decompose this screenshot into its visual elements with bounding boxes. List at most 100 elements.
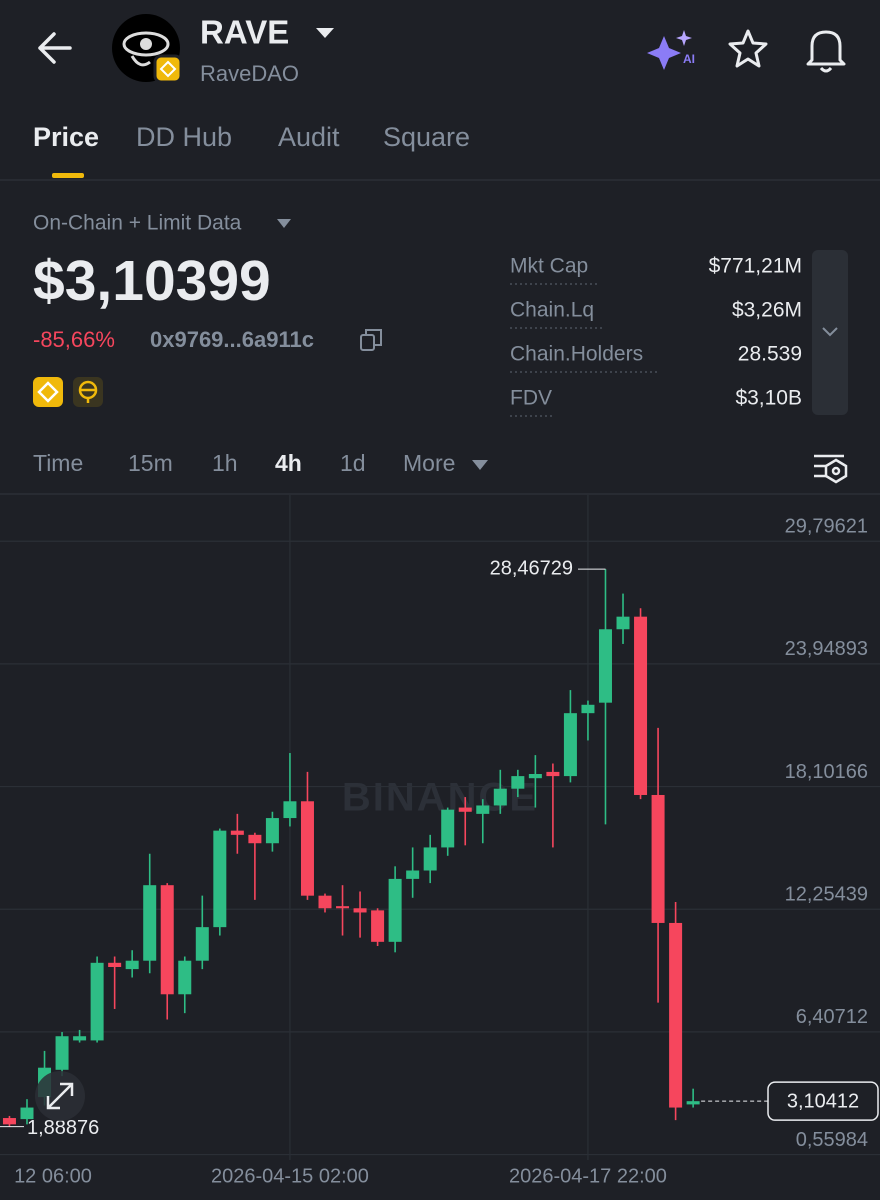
token-project: RaveDAO xyxy=(200,61,299,86)
y-tick-label: 29,79621 xyxy=(785,516,868,538)
last-price-box xyxy=(767,1081,879,1121)
candle-body xyxy=(651,794,665,923)
candle-body xyxy=(616,616,630,630)
svg-text:AI: AI xyxy=(683,52,695,66)
candle-body xyxy=(20,1107,34,1120)
stats-expand[interactable] xyxy=(812,250,848,415)
candle-body xyxy=(318,895,332,909)
candle-body xyxy=(598,629,612,703)
tab[interactable]: Square xyxy=(383,122,470,152)
candle-body xyxy=(2,1118,16,1125)
candle-body xyxy=(195,927,209,961)
stat-label: FDV xyxy=(510,387,552,410)
candle-body xyxy=(581,704,595,714)
more-dropdown[interactable] xyxy=(472,460,488,470)
candle-body xyxy=(458,807,472,812)
candle-body xyxy=(336,906,350,909)
fullscreen-button[interactable] xyxy=(35,1071,85,1121)
candle-body xyxy=(669,922,683,1108)
y-tick-label: 18,10166 xyxy=(785,761,868,783)
candle-body xyxy=(55,1036,69,1070)
candle-body xyxy=(143,885,157,961)
tab-bar: Price DD Hub Audit Square xyxy=(33,122,470,152)
y-tick-label: 23,94893 xyxy=(785,638,868,660)
stat-value: $771,21M xyxy=(709,255,802,278)
price: $3,10399 xyxy=(33,249,271,313)
audit-badge xyxy=(73,377,103,407)
candle-body xyxy=(108,962,122,968)
token-dropdown[interactable] xyxy=(316,28,334,38)
interval-option[interactable]: More xyxy=(403,450,455,476)
candle-body xyxy=(160,885,174,995)
candle-body xyxy=(511,776,525,789)
candle-body xyxy=(634,616,648,795)
stats-panel: Mkt Cap $771,21M Chain.Lq $3,26M Chain.Holde… xyxy=(510,255,802,417)
candle-body xyxy=(528,774,542,779)
stat-label: Mkt Cap xyxy=(510,255,588,278)
chain-badge xyxy=(33,377,63,407)
x-tick-label: 2026-04-15 02:00 xyxy=(211,1165,369,1187)
y-tick-label: 6,40712 xyxy=(796,1006,868,1028)
notification-button[interactable] xyxy=(806,30,846,73)
candle-body xyxy=(406,870,420,879)
candle-body xyxy=(248,834,262,844)
candle-body xyxy=(90,962,104,1041)
candle-body xyxy=(213,830,227,928)
candle-body xyxy=(230,830,244,835)
candle-body xyxy=(371,910,385,942)
copy-button[interactable] xyxy=(360,329,382,351)
candle-body xyxy=(265,818,279,844)
x-tick-label: 12 06:00 xyxy=(14,1165,92,1187)
active-tab-indicator xyxy=(52,173,84,178)
last-price-label: 3,10412 xyxy=(787,1090,859,1112)
low-marker-label: 1,88876 xyxy=(27,1117,99,1139)
contract-address: 0x9769...6a911c xyxy=(150,327,314,352)
chart-settings[interactable] xyxy=(814,454,848,484)
candle-body xyxy=(353,908,367,913)
back-button[interactable] xyxy=(38,32,72,64)
data-source-dropdown[interactable] xyxy=(277,219,291,228)
interval-option[interactable]: Time xyxy=(33,450,83,476)
y-tick-label: 12,25439 xyxy=(785,884,868,906)
candle-body xyxy=(686,1101,700,1105)
candle-body xyxy=(476,805,490,814)
candle-body xyxy=(125,960,139,970)
stat-value: $3,10B xyxy=(735,387,802,410)
stat-label: Chain.Holders xyxy=(510,343,643,366)
watermark: BINANCE xyxy=(342,776,538,820)
interval-option[interactable]: 15m xyxy=(128,450,173,476)
high-marker-label: 28,46729 xyxy=(490,557,573,579)
candle-body xyxy=(388,878,402,942)
tab[interactable]: Audit xyxy=(278,122,340,152)
interval-option[interactable]: 1h xyxy=(212,450,238,476)
tab[interactable]: Price xyxy=(33,122,99,152)
tab[interactable]: DD Hub xyxy=(136,122,232,152)
price-change: -85,66% xyxy=(33,327,115,352)
stat-value: $3,26M xyxy=(732,299,802,322)
favorite-button[interactable] xyxy=(728,29,768,68)
ai-button[interactable]: AI xyxy=(647,30,695,70)
candle-body xyxy=(546,771,560,777)
interval-option[interactable]: 4h xyxy=(275,450,302,476)
stat-label: Chain.Lq xyxy=(510,299,594,322)
candle-body xyxy=(423,847,437,871)
expand-chevron xyxy=(822,327,838,337)
x-tick-label: 2026-04-17 22:00 xyxy=(509,1165,667,1187)
interval-option[interactable]: 1d xyxy=(340,450,366,476)
interval-bar: Time 15m 1h 4h 1d More xyxy=(33,450,488,476)
token-name: RAVE xyxy=(200,14,289,51)
y-tick-label: 0,55984 xyxy=(796,1129,868,1151)
candlestick-chart: BINANCE 0,55984 6,40712 12,25439 18,10166 23,… xyxy=(0,495,880,1187)
candle-body xyxy=(441,809,455,848)
token-logo xyxy=(112,14,183,84)
stat-value: 28.539 xyxy=(738,343,802,366)
candle-body xyxy=(300,801,314,896)
candle-body xyxy=(563,713,577,777)
candle-body xyxy=(283,801,297,819)
data-source[interactable]: On-Chain + Limit Data xyxy=(33,212,242,235)
candle-body xyxy=(178,960,192,995)
candle-body xyxy=(493,788,507,806)
